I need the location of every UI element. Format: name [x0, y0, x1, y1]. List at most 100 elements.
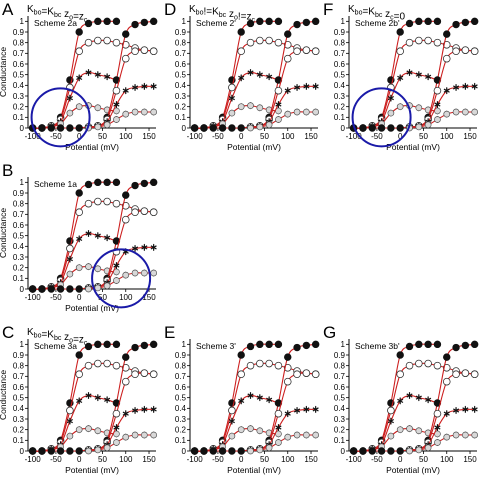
- panel-G: G Scheme 3b' -100 -50 0 50 100 150 0 0.1 0.20.3 0.4…: [323, 323, 479, 475]
- data-point-open-circle-5-4: [283, 377, 292, 386]
- y-tick-label: 0.7: [334, 372, 346, 381]
- x-tick-label: 150: [463, 132, 477, 141]
- data-point-filled-circle-0-8: [103, 178, 111, 187]
- data-point-filled-circle-0-8: [424, 17, 432, 26]
- data-point-grey-circle-7-0: [85, 447, 92, 455]
- y-tick-label: 1: [182, 17, 187, 26]
- data-point-open-circle-5-7: [470, 47, 479, 55]
- y-tick-label: 0.5: [334, 393, 346, 402]
- y-tick-label: 0.8: [13, 38, 25, 47]
- panel-letter: C: [2, 323, 14, 342]
- y-tick-label: 0: [341, 124, 346, 133]
- data-point-grey-circle-7-1: [94, 446, 102, 454]
- data-point-grey-circle-7-3: [113, 277, 120, 284]
- data-point-grey-circle-3-7: [415, 104, 423, 112]
- x-tick-label: 100: [281, 455, 295, 464]
- data-point-filled-circle-4-0: [349, 447, 358, 455]
- data-point-asterisk-2-6: [247, 69, 254, 76]
- data-point-open-circle-5-6: [461, 46, 470, 54]
- data-point-grey-circle-3-6: [85, 263, 92, 270]
- data-point-asterisk-2-8: [104, 396, 111, 403]
- x-tick-label: 50: [98, 455, 107, 464]
- y-tick-label: 0: [20, 285, 25, 294]
- data-point-asterisk-2-8: [266, 73, 273, 80]
- data-point-grey-circle-3-4: [66, 270, 74, 278]
- x-tick-label: 50: [419, 455, 428, 464]
- data-point-asterisk-6-4: [284, 410, 291, 417]
- y-tick-label: 0.9: [334, 28, 346, 37]
- data-point-open-circle-5-7: [149, 208, 158, 217]
- y-tick-label: 0.8: [175, 38, 187, 47]
- y-tick-label: 0.3: [13, 253, 25, 262]
- x-tick-label: 0: [398, 132, 403, 141]
- panel-B: B Scheme 1a -100 -50 0 50 100 150 0 0.1 0.20.3 0.4 0…: [0, 161, 158, 313]
- data-point-open-circle-1-10: [121, 363, 130, 372]
- data-point-asterisk-6-5: [452, 407, 460, 414]
- data-point-filled-circle-4-0: [28, 447, 37, 455]
- data-point-grey-circle-7-4: [122, 433, 130, 441]
- data-point-asterisk-6-3: [113, 424, 120, 431]
- y-tick-label: 0: [20, 447, 25, 456]
- data-point-filled-circle-0-8: [265, 340, 273, 349]
- data-point-grey-circle-7-3: [434, 116, 441, 123]
- data-point-filled-circle-0-5: [396, 28, 404, 36]
- data-point-asterisk-6-5: [131, 84, 139, 91]
- scheme-label: Scheme 2b': [355, 18, 400, 28]
- data-point-grey-circle-7-1: [94, 123, 102, 131]
- panel-header: Kbo=Kbc zo=zc: [27, 4, 88, 24]
- data-point-open-circle-1-8: [265, 359, 273, 368]
- data-point-grey-circle-7-4: [284, 433, 292, 441]
- y-tick-label: 0.9: [334, 351, 346, 360]
- y-tick-label: 0.8: [13, 199, 25, 208]
- x-axis-label: Potential (mV): [65, 465, 119, 475]
- data-point-grey-circle-7-0: [406, 447, 413, 455]
- panel-header: Kbo!=Kbc zo!=zc: [189, 4, 255, 24]
- data-point-grey-circle-3-4: [387, 109, 395, 117]
- data-point-grey-circle-3-4: [228, 109, 236, 117]
- y-tick-label: 0.1: [13, 436, 25, 445]
- data-point-grey-circle-7-5: [452, 108, 460, 116]
- data-point-filled-circle-4-4: [228, 447, 236, 455]
- data-point-open-circle-5-4: [283, 54, 292, 63]
- data-point-filled-circle-4-1: [200, 124, 208, 132]
- data-point-grey-circle-7-7: [312, 108, 320, 116]
- data-point-open-circle-5-7: [149, 47, 158, 55]
- data-point-grey-circle-7-3: [113, 116, 120, 123]
- x-tick-label: -50: [212, 132, 224, 141]
- data-point-open-circle-5-6: [302, 46, 311, 54]
- data-point-open-circle-5-7: [311, 47, 320, 55]
- data-point-open-circle-1-7: [415, 36, 423, 45]
- data-point-filled-circle-4-5: [237, 124, 245, 132]
- y-tick-label: 0.2: [13, 425, 25, 434]
- fit-curve-left-filled-circle: [32, 343, 117, 452]
- data-point-filled-circle-0-5: [237, 351, 245, 359]
- data-point-filled-circle-4-1: [38, 285, 46, 293]
- x-tick-label: 100: [440, 132, 454, 141]
- data-point-asterisk-6-7: [150, 83, 157, 90]
- data-point-filled-circle-0-6: [246, 19, 255, 28]
- data-point-asterisk-6-4: [122, 87, 129, 94]
- data-point-open-circle-1-6: [84, 199, 93, 208]
- data-point-filled-circle-4-5: [396, 124, 404, 132]
- data-point-asterisk-2-4: [228, 417, 235, 425]
- data-point-grey-circle-3-7: [256, 427, 264, 435]
- data-point-filled-circle-0-9: [112, 340, 121, 349]
- y-tick-label: 0.7: [175, 372, 187, 381]
- fit-curve-left-filled-circle: [194, 343, 279, 452]
- data-point-grey-circle-3-5: [396, 103, 404, 111]
- data-point-asterisk-6-7: [150, 406, 157, 413]
- data-point-asterisk-2-5: [76, 74, 83, 82]
- data-point-grey-circle-7-2: [103, 444, 111, 452]
- panel-letter: D: [164, 0, 176, 19]
- data-point-asterisk-2-8: [104, 73, 111, 80]
- highlight-circle: [91, 248, 152, 309]
- y-tick-label: 0.3: [175, 415, 187, 424]
- data-point-open-circle-5-5: [131, 47, 139, 55]
- data-point-open-circle-1-4: [387, 406, 395, 415]
- data-point-grey-circle-7-0: [247, 447, 254, 455]
- data-point-asterisk-2-5: [238, 74, 245, 82]
- y-tick-label: 1: [20, 17, 25, 26]
- data-point-open-circle-1-6: [246, 361, 255, 370]
- fit-curve-left-filled-circle: [32, 20, 117, 129]
- data-point-asterisk-6-5: [131, 245, 139, 252]
